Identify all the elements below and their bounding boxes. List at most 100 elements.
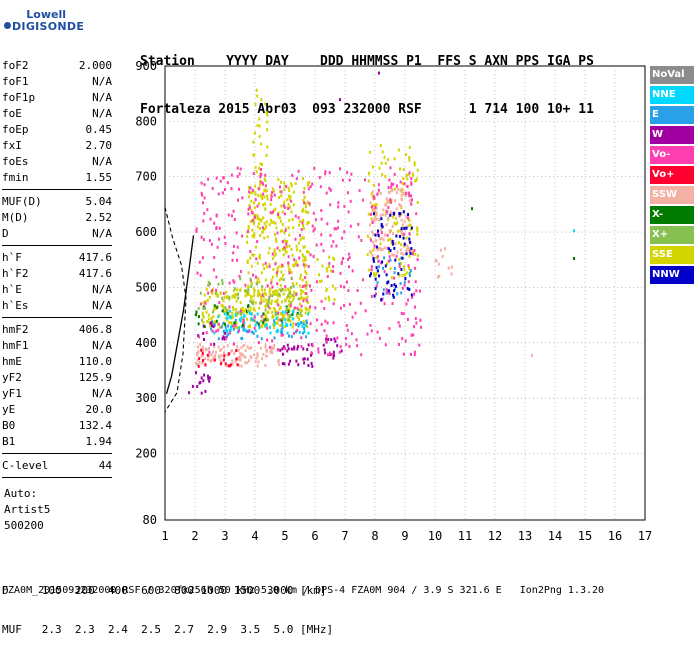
echo-point (332, 265, 335, 269)
echo-point (196, 385, 199, 388)
echo-point (287, 194, 290, 198)
echo-point (374, 287, 377, 291)
echo-point (277, 329, 279, 333)
echo-point (266, 194, 269, 198)
echo-point (331, 353, 334, 356)
echo-point (393, 271, 396, 275)
isolated-echo-point (378, 71, 380, 75)
echo-point (226, 353, 229, 357)
param-row: fmin 1.55 (2, 170, 112, 186)
echo-point (279, 219, 282, 223)
echo-point (202, 313, 204, 317)
param-value: 5.04 (85, 195, 113, 208)
echo-point (380, 227, 383, 231)
echo-point (274, 262, 277, 266)
echo-point (336, 336, 339, 340)
echo-point (205, 310, 208, 314)
echo-point (288, 244, 291, 248)
echo-point (256, 364, 259, 368)
echo-point (279, 324, 282, 327)
echo-point (232, 305, 234, 309)
echo-point (395, 254, 398, 258)
echo-point (250, 297, 253, 301)
echo-point (327, 337, 330, 341)
echo-point (248, 347, 251, 350)
echo-point (288, 271, 291, 275)
echo-point (250, 191, 253, 195)
echo-point (321, 264, 324, 268)
echo-point (203, 338, 205, 341)
echo-point (285, 307, 288, 310)
echo-point (400, 230, 403, 234)
echo-point (392, 242, 395, 246)
echo-point (246, 259, 249, 263)
echo-point (325, 334, 328, 338)
echo-point (211, 358, 214, 362)
echo-point (407, 298, 410, 302)
param-label: hmE (2, 355, 22, 368)
echo-point (208, 239, 211, 243)
echo-point (304, 276, 307, 280)
echo-point (221, 337, 224, 341)
echo-point (273, 319, 276, 323)
echo-point (236, 258, 238, 262)
echo-point (256, 214, 259, 218)
echo-point (284, 310, 287, 314)
echo-point (265, 325, 268, 329)
echo-point (201, 311, 204, 315)
echo-point (220, 304, 223, 308)
echo-point (283, 362, 286, 366)
echo-point (380, 236, 383, 240)
echo-point (309, 253, 312, 257)
echo-point (240, 346, 243, 350)
echo-point (385, 202, 388, 206)
echo-point (234, 318, 237, 322)
echo-point (325, 289, 328, 292)
echo-point (294, 237, 297, 241)
echo-point (268, 325, 271, 329)
echo-point (271, 252, 274, 256)
param-value: N/A (92, 299, 112, 312)
echo-point (261, 357, 263, 361)
param-label: hmF2 (2, 323, 29, 336)
echo-point (259, 180, 262, 183)
echo-point (296, 322, 299, 325)
echo-point (202, 201, 204, 205)
echo-point (393, 157, 396, 161)
echo-point (250, 346, 253, 350)
echo-point (262, 319, 265, 323)
echo-point (239, 358, 242, 362)
echo-point (410, 226, 413, 230)
echo-point (222, 299, 225, 303)
echo-point (256, 334, 259, 338)
echo-point (290, 294, 293, 298)
echo-point (215, 350, 217, 354)
echo-point (266, 338, 269, 342)
echo-point (291, 282, 294, 286)
echo-point (230, 349, 232, 353)
echo-point (382, 288, 385, 292)
echo-point (296, 248, 299, 252)
echo-point (228, 281, 231, 285)
echo-point (264, 179, 267, 182)
echo-point (302, 177, 305, 180)
param-row: foE N/A (2, 106, 112, 122)
echo-point (390, 199, 393, 203)
echo-point (301, 236, 304, 240)
echo-point (348, 345, 351, 348)
series-e (210, 256, 412, 341)
echo-point (275, 312, 278, 316)
echo-point (398, 214, 401, 218)
echo-point (285, 245, 288, 249)
echo-point (278, 278, 281, 282)
echo-point (376, 330, 379, 334)
echo-point (250, 211, 253, 215)
echo-point (236, 311, 239, 315)
echo-point (322, 343, 325, 347)
echo-point (333, 227, 336, 231)
echo-point (403, 220, 406, 224)
echo-point (292, 331, 295, 335)
echo-point (279, 216, 281, 220)
echo-point (257, 289, 260, 293)
echo-point (197, 322, 200, 326)
